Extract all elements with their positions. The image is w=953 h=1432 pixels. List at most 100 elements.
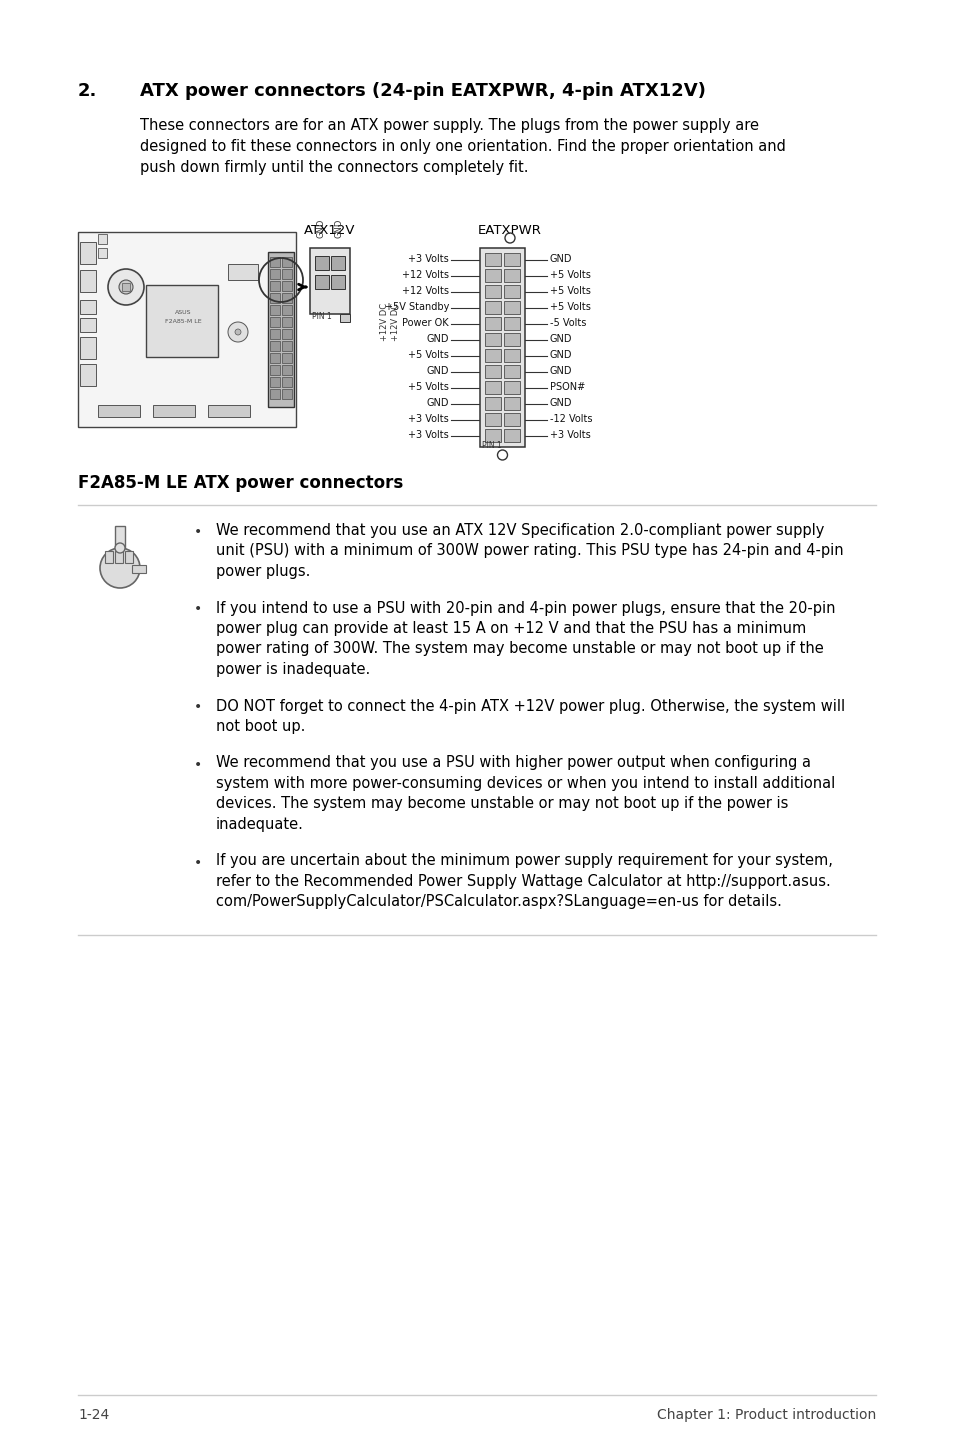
Bar <box>80 337 96 359</box>
Text: GND: GND <box>426 398 449 408</box>
Bar <box>270 329 280 339</box>
Text: GND: GND <box>335 219 343 238</box>
Bar <box>503 412 519 425</box>
Bar <box>503 381 519 394</box>
Text: ATX power connectors (24-pin EATXPWR, 4-pin ATX12V): ATX power connectors (24-pin EATXPWR, 4-… <box>140 82 705 100</box>
Bar <box>282 305 292 315</box>
Text: +5V Standby: +5V Standby <box>384 302 449 312</box>
Bar <box>208 405 250 417</box>
Text: •: • <box>193 855 202 869</box>
Text: designed to fit these connectors in only one orientation. Find the proper orient: designed to fit these connectors in only… <box>140 139 785 155</box>
Bar <box>80 364 96 387</box>
Text: GND: GND <box>550 255 572 265</box>
Text: •: • <box>193 603 202 617</box>
Bar <box>503 365 519 378</box>
Bar <box>282 281 292 291</box>
Text: PSON#: PSON# <box>550 382 584 392</box>
Bar <box>270 256 280 266</box>
Bar <box>270 281 280 291</box>
Text: ATX12V: ATX12V <box>304 223 355 238</box>
Bar <box>98 405 140 417</box>
Bar <box>132 566 146 573</box>
Bar <box>484 397 500 410</box>
Text: +5 Volts: +5 Volts <box>550 271 590 281</box>
Text: •: • <box>193 526 202 538</box>
Text: -12 Volts: -12 Volts <box>550 414 592 424</box>
Text: 2.: 2. <box>78 82 97 100</box>
Bar <box>270 365 280 375</box>
Text: These connectors are for an ATX power supply. The plugs from the power supply ar: These connectors are for an ATX power su… <box>140 117 759 133</box>
Text: +3 Volts: +3 Volts <box>408 414 449 424</box>
Bar <box>282 390 292 400</box>
Bar <box>484 301 500 314</box>
Bar <box>78 232 295 427</box>
Bar <box>146 285 218 357</box>
Bar <box>331 275 345 289</box>
Bar <box>152 405 194 417</box>
Bar <box>310 248 350 314</box>
Bar <box>268 252 294 407</box>
Text: +3 Volts: +3 Volts <box>550 431 590 441</box>
Bar <box>270 316 280 326</box>
Circle shape <box>115 543 125 553</box>
Bar <box>115 551 123 563</box>
Bar <box>484 430 500 442</box>
Bar <box>479 248 524 447</box>
Bar <box>484 316 500 329</box>
Text: +12V DC
+12V DC: +12V DC +12V DC <box>379 304 399 341</box>
Text: ASUS: ASUS <box>174 309 191 315</box>
Circle shape <box>108 269 144 305</box>
Text: Chapter 1: Product introduction: Chapter 1: Product introduction <box>656 1408 875 1422</box>
Text: PIN 1: PIN 1 <box>481 441 501 450</box>
Text: GND: GND <box>316 219 325 238</box>
Text: GND: GND <box>550 335 572 345</box>
Bar <box>270 354 280 362</box>
Bar <box>282 354 292 362</box>
Bar <box>484 381 500 394</box>
Bar <box>270 377 280 387</box>
Bar <box>503 349 519 362</box>
Bar <box>484 349 500 362</box>
Text: EATXPWR: EATXPWR <box>477 223 541 238</box>
Bar <box>484 365 500 378</box>
Text: GND: GND <box>550 351 572 361</box>
Text: F2A85-M LE ATX power connectors: F2A85-M LE ATX power connectors <box>78 474 403 493</box>
Text: +12 Volts: +12 Volts <box>401 271 449 281</box>
Bar <box>484 269 500 282</box>
Bar <box>503 253 519 266</box>
Circle shape <box>100 548 140 589</box>
Text: +5 Volts: +5 Volts <box>550 286 590 296</box>
Bar <box>314 275 329 289</box>
Bar <box>282 294 292 304</box>
Text: F2A85-M LE: F2A85-M LE <box>165 319 201 324</box>
Text: GND: GND <box>550 398 572 408</box>
Text: GND: GND <box>550 367 572 377</box>
Bar <box>331 256 345 271</box>
Bar <box>484 285 500 298</box>
Bar <box>270 390 280 400</box>
Bar <box>282 256 292 266</box>
Text: Power OK: Power OK <box>402 318 449 328</box>
Text: +12 Volts: +12 Volts <box>401 286 449 296</box>
Text: +3 Volts: +3 Volts <box>408 431 449 441</box>
Bar <box>270 269 280 279</box>
Text: •: • <box>193 700 202 715</box>
Bar <box>484 412 500 425</box>
Text: PIN 1: PIN 1 <box>312 312 332 321</box>
Bar <box>503 430 519 442</box>
Bar <box>503 301 519 314</box>
Text: push down firmly until the connectors completely fit.: push down firmly until the connectors co… <box>140 160 528 175</box>
Bar <box>503 285 519 298</box>
Bar <box>282 316 292 326</box>
Bar <box>80 242 96 263</box>
Bar <box>270 305 280 315</box>
Bar <box>98 233 107 243</box>
Text: 1-24: 1-24 <box>78 1408 110 1422</box>
Bar <box>80 299 96 314</box>
Bar <box>80 318 96 332</box>
Text: -5 Volts: -5 Volts <box>550 318 586 328</box>
Bar <box>80 271 96 292</box>
Text: If you are uncertain about the minimum power supply requirement for your system,: If you are uncertain about the minimum p… <box>215 853 832 909</box>
Bar <box>125 551 132 563</box>
Text: +3 Volts: +3 Volts <box>408 255 449 265</box>
